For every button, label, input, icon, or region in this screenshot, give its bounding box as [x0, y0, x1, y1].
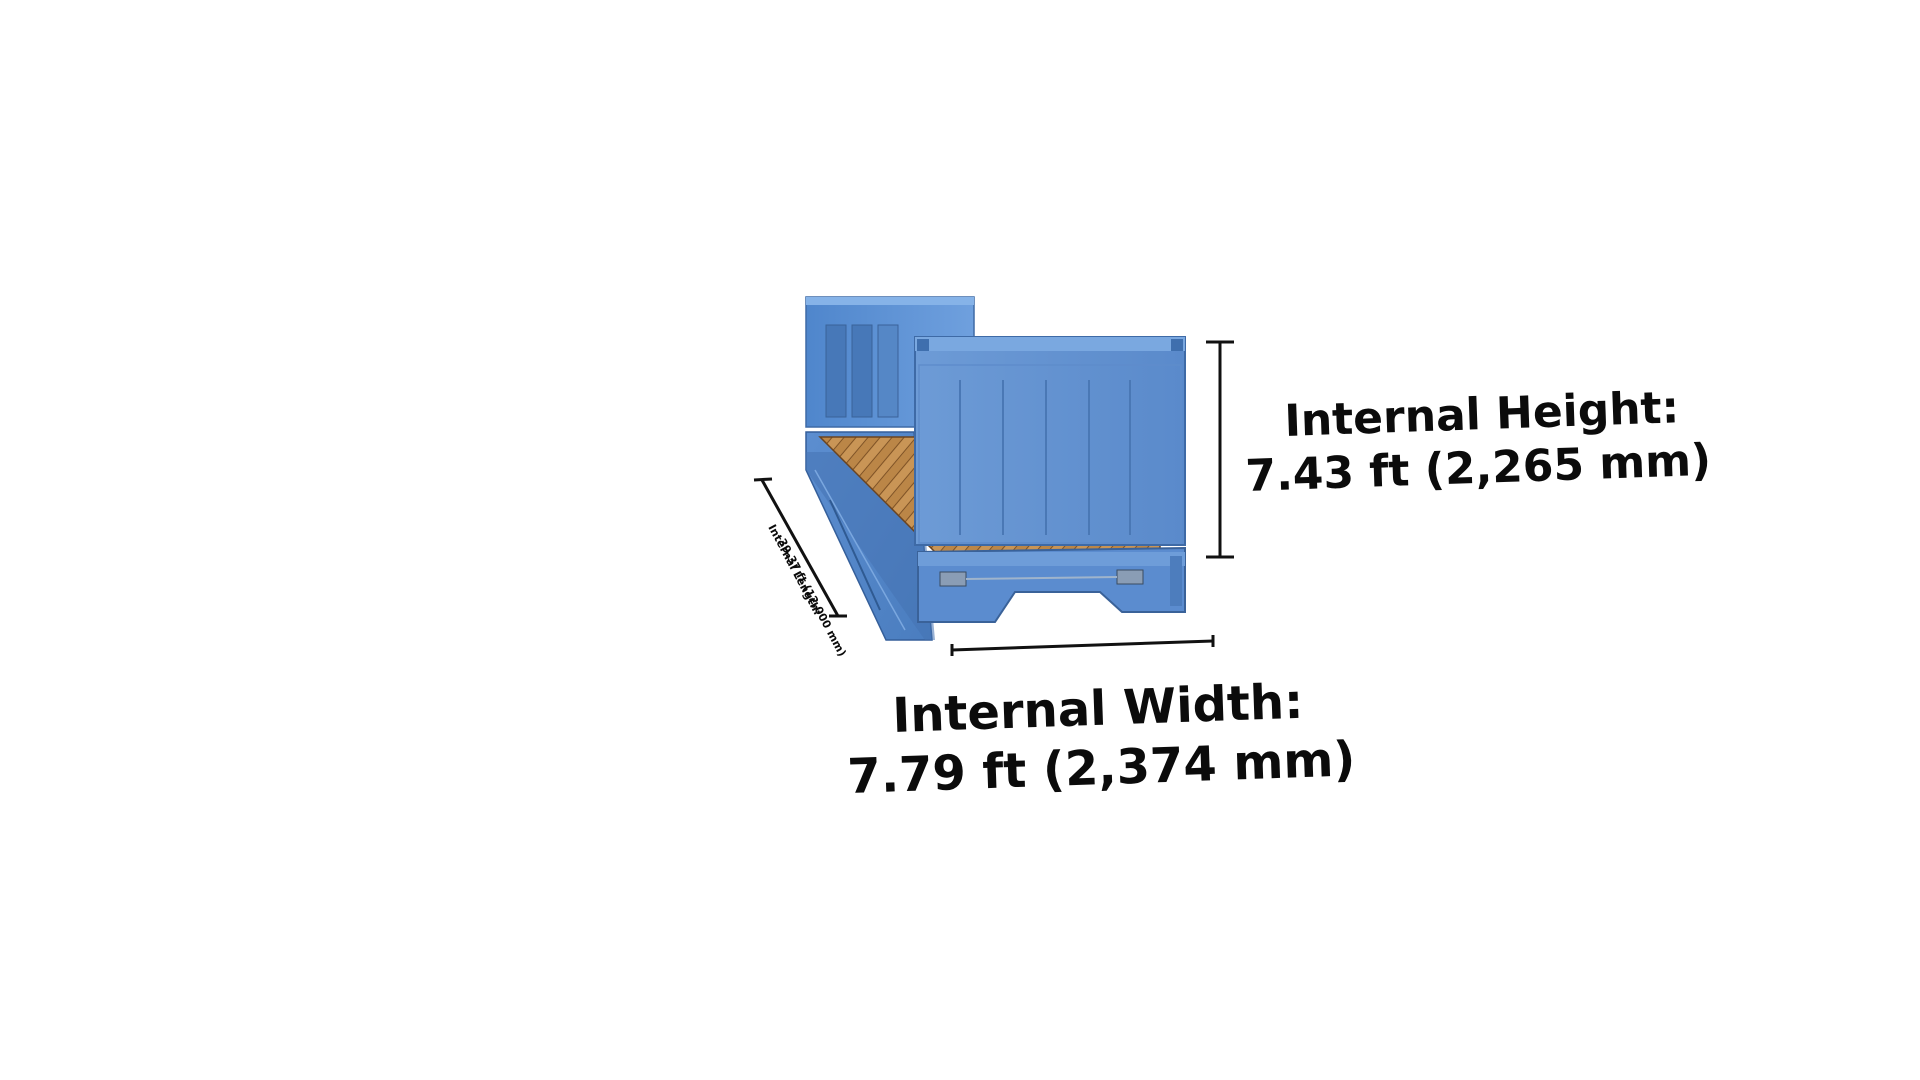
front-end-wall	[914, 336, 1186, 546]
width-dimension-line	[950, 635, 1215, 656]
internal-length-value: 39.37 ft (12,000 mm)	[775, 536, 848, 658]
front-base-beam	[917, 546, 1186, 623]
length-dimension-line	[753, 477, 847, 618]
height-dimension-line	[1206, 340, 1234, 559]
internal-width-title: Internal Width:	[891, 674, 1304, 744]
